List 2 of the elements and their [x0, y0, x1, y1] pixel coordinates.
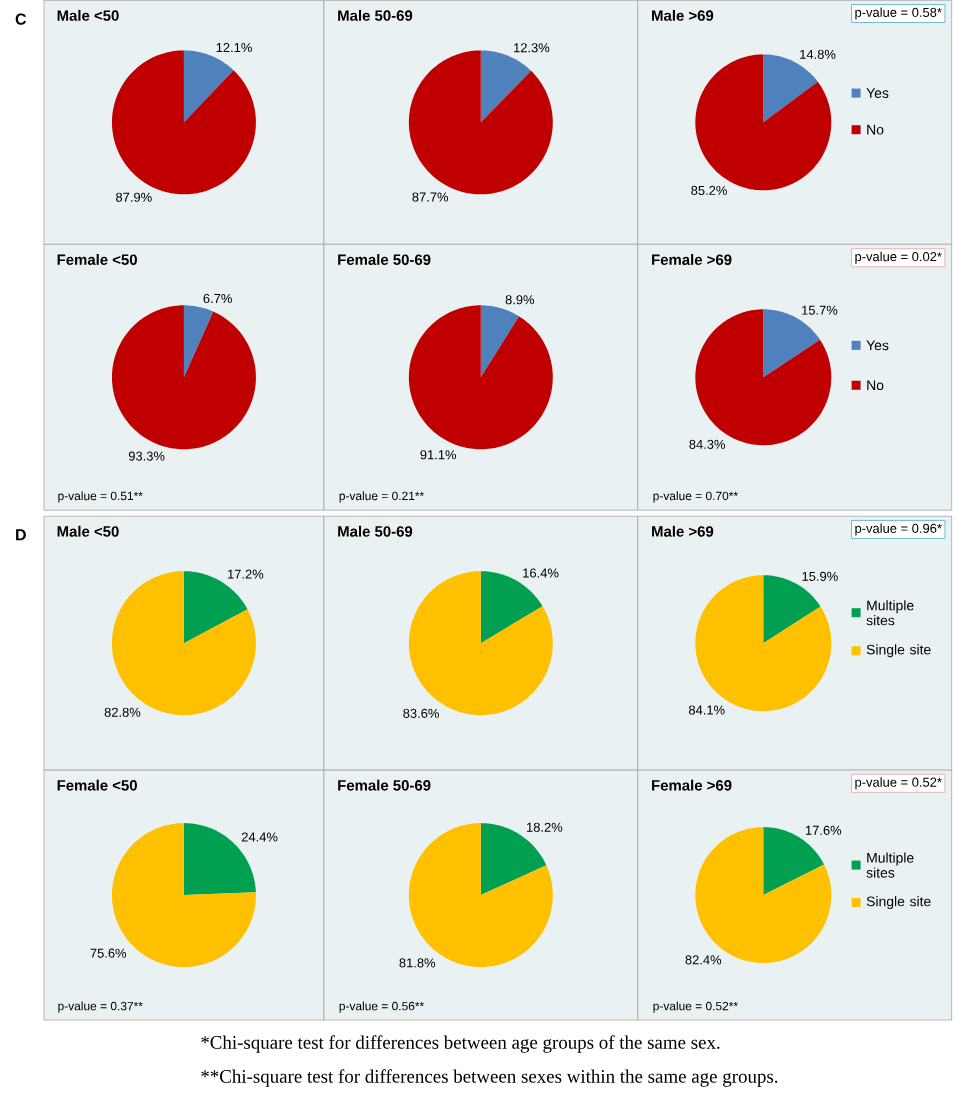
text: **Chi-square test for differences between sexes within the same age groups.: [201, 1069, 778, 1087]
text: *Chi-square test for differences between age groups of the same sex.: [201, 1035, 720, 1053]
